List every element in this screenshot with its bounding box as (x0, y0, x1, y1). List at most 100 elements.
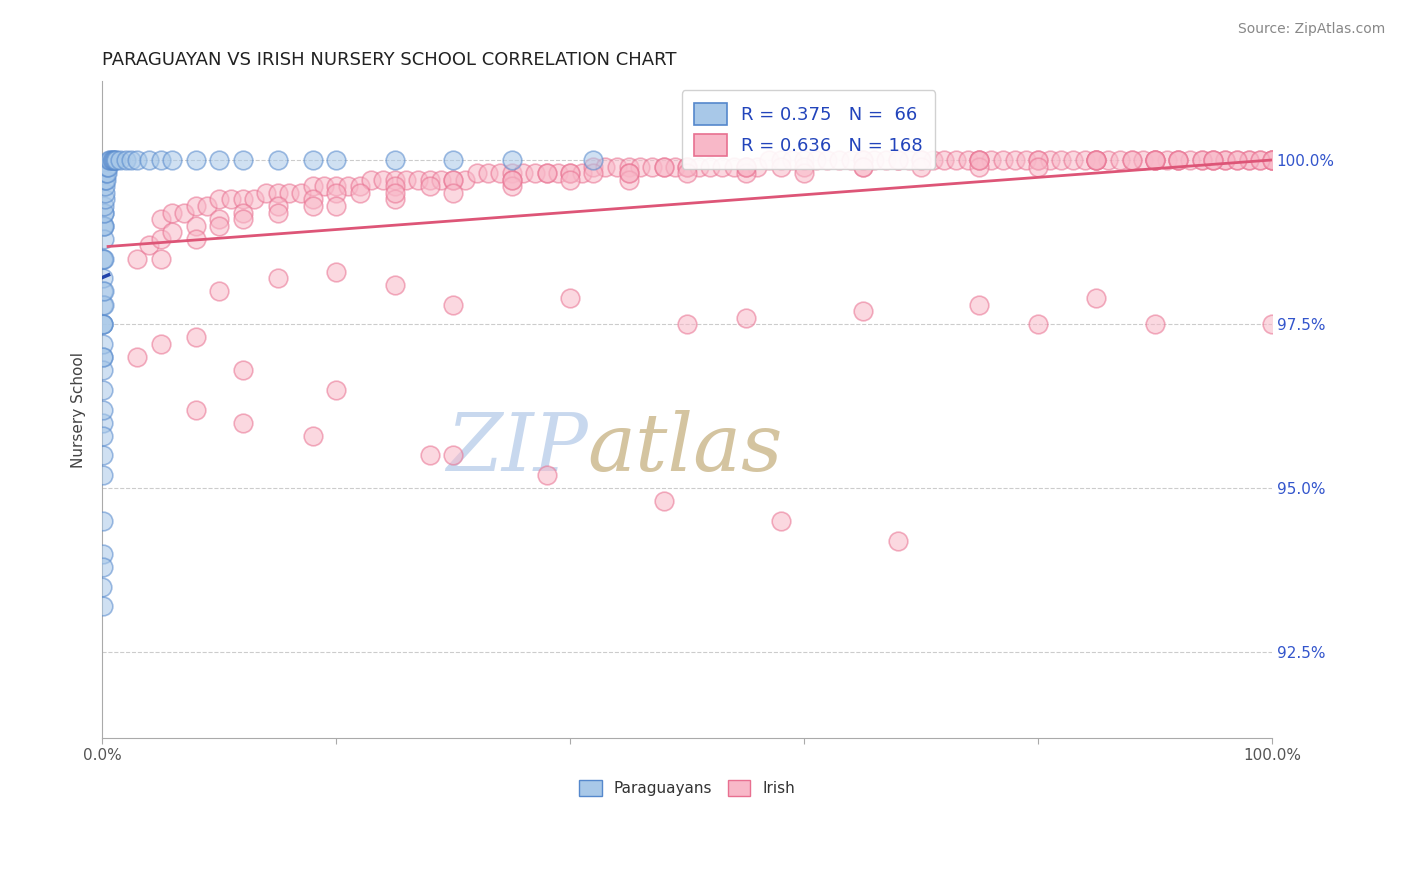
Point (1132, 153, 1154, 167)
Point (93, 219, 115, 233)
Point (91, 285, 114, 299)
Point (454, 173, 477, 187)
Point (104, 153, 127, 167)
Point (91, 449, 114, 463)
Point (93, 205, 115, 219)
Point (664, 160, 686, 174)
Point (232, 363, 254, 377)
Point (94, 186, 117, 200)
Point (1156, 153, 1178, 167)
Point (301, 429, 323, 443)
Point (1178, 153, 1201, 167)
Point (441, 153, 464, 167)
Point (980, 153, 1002, 167)
Point (138, 153, 160, 167)
Point (1143, 153, 1166, 167)
Point (208, 212, 231, 227)
Point (617, 166, 640, 180)
Point (127, 153, 149, 167)
Point (149, 232, 172, 246)
Point (547, 166, 569, 180)
Point (243, 193, 266, 207)
Point (91, 429, 114, 443)
Point (582, 160, 605, 174)
Point (1062, 153, 1084, 167)
Point (336, 179, 359, 194)
Point (593, 160, 616, 174)
Point (127, 350, 149, 364)
Point (325, 383, 347, 397)
Point (232, 205, 254, 219)
Point (149, 212, 172, 227)
Point (105, 153, 128, 167)
Point (1085, 153, 1108, 167)
Point (641, 160, 664, 174)
Point (769, 160, 792, 174)
Point (1202, 153, 1225, 167)
Point (969, 160, 991, 174)
Point (851, 153, 873, 167)
Point (162, 153, 184, 167)
Point (197, 199, 219, 213)
Point (676, 160, 699, 174)
Point (1004, 153, 1026, 167)
Point (184, 199, 207, 213)
Point (1191, 153, 1213, 167)
Point (91, 252, 114, 266)
Point (173, 205, 195, 219)
Point (325, 186, 347, 200)
Point (441, 297, 464, 311)
Point (501, 173, 523, 187)
Point (477, 166, 499, 180)
Point (91, 297, 114, 311)
Point (93, 252, 115, 266)
Point (441, 186, 464, 200)
Point (384, 179, 406, 194)
Point (782, 153, 804, 167)
Point (969, 153, 991, 167)
Point (96, 166, 118, 180)
Point (839, 153, 862, 167)
Point (149, 337, 172, 351)
Point (1202, 153, 1225, 167)
Point (325, 265, 347, 279)
Text: ZIP: ZIP (446, 410, 588, 488)
Point (571, 166, 593, 180)
Point (98, 153, 121, 167)
Point (93, 252, 115, 266)
Point (875, 153, 897, 167)
Point (232, 153, 254, 167)
Point (1085, 153, 1108, 167)
Point (266, 205, 288, 219)
Point (1015, 153, 1038, 167)
Point (886, 153, 908, 167)
Point (441, 449, 464, 463)
Point (1143, 153, 1166, 167)
Point (652, 494, 675, 508)
Point (1226, 153, 1249, 167)
Point (769, 514, 792, 528)
Point (804, 153, 827, 167)
Point (910, 160, 932, 174)
Point (208, 193, 231, 207)
Point (1167, 153, 1189, 167)
Point (266, 153, 288, 167)
Point (921, 153, 943, 167)
Point (108, 153, 131, 167)
Point (910, 153, 932, 167)
Point (120, 153, 142, 167)
Point (1039, 153, 1062, 167)
Point (1249, 153, 1271, 167)
Point (536, 166, 558, 180)
Point (1167, 153, 1189, 167)
Point (384, 277, 406, 292)
Point (91, 416, 114, 430)
Point (208, 219, 231, 233)
Point (384, 193, 406, 207)
Point (184, 153, 207, 167)
Point (349, 179, 371, 194)
Point (793, 160, 815, 174)
Point (1202, 153, 1225, 167)
Point (371, 173, 394, 187)
Point (1143, 153, 1166, 167)
